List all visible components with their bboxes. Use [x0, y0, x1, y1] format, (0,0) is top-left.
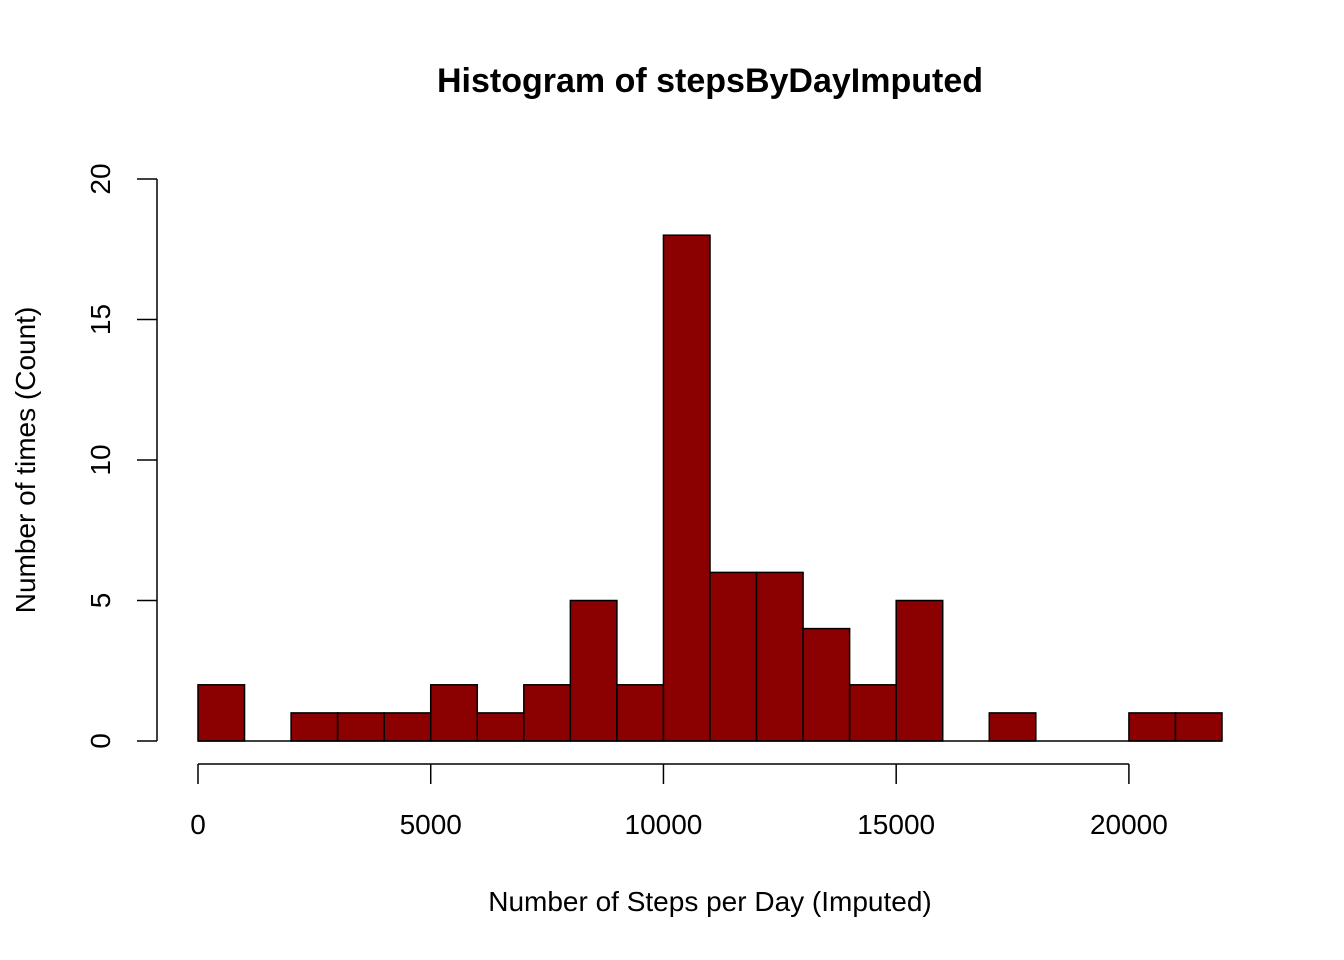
histogram-bar [476, 712, 525, 742]
y-tick-label: 20 [85, 163, 116, 194]
histogram-bar [802, 627, 851, 742]
histogram-bar [1174, 712, 1223, 742]
y-axis: 0 5 10 15 20 [85, 163, 158, 749]
histogram-bar [290, 712, 339, 742]
histogram-bar [1128, 712, 1177, 742]
x-tick-label: 20000 [1090, 809, 1168, 840]
x-tick-label: 5000 [400, 809, 462, 840]
y-tick-label: 15 [85, 304, 116, 335]
histogram-bar [848, 684, 897, 742]
histogram-bar [755, 571, 804, 742]
histogram-bar [429, 684, 479, 742]
histogram-bar [662, 234, 711, 742]
x-tick-label: 10000 [625, 809, 703, 840]
histogram-bar [197, 684, 246, 742]
bars-group [197, 234, 1223, 742]
y-tick-label: 5 [85, 593, 116, 609]
histogram-bar [895, 599, 944, 742]
x-tick-label: 0 [190, 809, 206, 840]
histogram-bar [616, 684, 665, 742]
histogram-bar [569, 599, 618, 742]
x-tick-label: 15000 [857, 809, 935, 840]
x-axis-label: Number of Steps per Day (Imputed) [488, 886, 932, 917]
histogram-bar [383, 712, 432, 742]
histogram-bar [988, 712, 1037, 742]
y-tick-label: 10 [85, 444, 116, 475]
histogram-bar [336, 712, 385, 742]
y-axis-label: Number of times (Count) [10, 307, 41, 614]
histogram-bar [523, 684, 572, 742]
histogram-bar [709, 571, 758, 742]
chart-title: Histogram of stepsByDayImputed [437, 62, 983, 100]
y-tick-label: 0 [85, 733, 116, 749]
x-axis: 0 5000 10000 15000 20000 [190, 763, 1168, 840]
